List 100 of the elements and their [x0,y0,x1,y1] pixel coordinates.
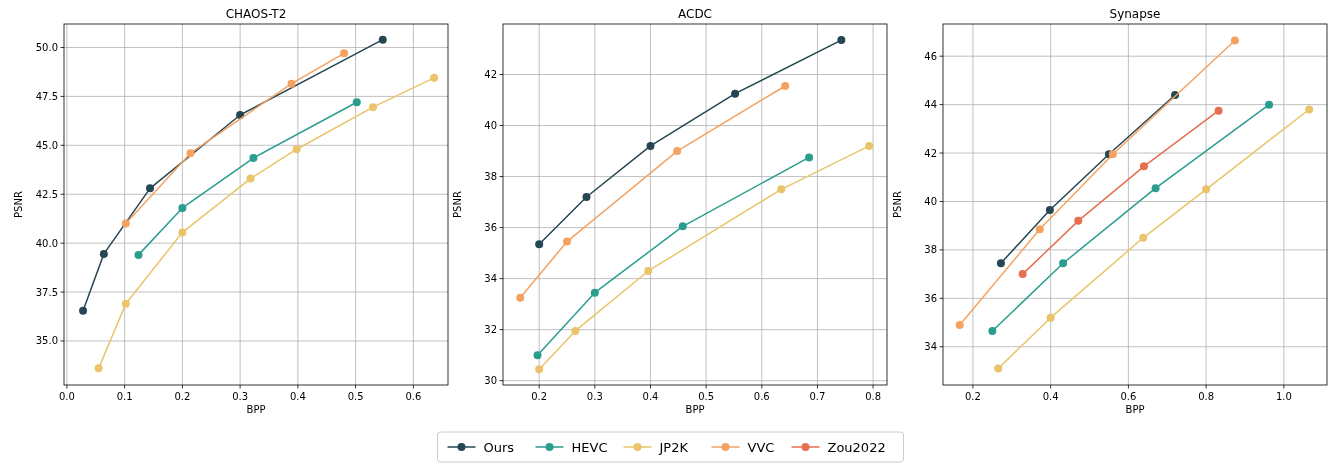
x-tick-label: 0.4 [289,391,306,402]
point [292,145,301,154]
y-tick-label: 34 [924,341,937,353]
y-tick-label: 45.0 [35,139,58,151]
x-tick-label: 0.6 [405,391,422,402]
point [646,141,655,150]
y-tick-label: 44 [924,99,937,111]
point [146,184,155,193]
point [1045,205,1054,214]
point [236,110,245,119]
point [516,293,525,302]
point [178,203,187,212]
point [430,73,439,82]
x-axis-title: BPP [685,404,705,415]
point [99,249,108,258]
point [121,299,130,308]
point [1202,185,1211,194]
point [955,320,964,329]
point [1230,36,1239,45]
y-tick-label: 30 [484,375,497,387]
y-axis-title: PSNR [13,191,24,218]
point [563,237,571,246]
point [1035,225,1044,234]
point [731,89,740,98]
y-tick-label: 36 [484,222,497,234]
point [571,326,580,335]
point [1214,106,1223,115]
y-tick-label: 34 [484,273,497,285]
point [994,364,1003,373]
x-tick-label: 0.2 [531,391,548,402]
point [368,103,377,112]
x-tick-label: 0.4 [642,391,659,402]
point [178,228,187,237]
point [1139,162,1148,171]
point [1074,216,1083,225]
x-tick-label: 0.6 [1120,391,1137,402]
point [533,351,542,360]
x-axis-title: BPP [1125,404,1145,415]
chart-title: CHAOS-T2 [225,7,287,21]
legend-label: HEVC [571,440,608,455]
point [352,98,361,107]
chart-title: ACDC [678,7,712,21]
point [134,250,143,259]
x-tick-label: 0.8 [1198,391,1215,402]
x-tick-label: 0.3 [586,391,603,402]
y-tick-label: 40 [924,195,937,207]
y-axis-title: PSNR [892,191,903,218]
y-tick-label: 47.5 [35,90,58,102]
legend-label: VVC [747,440,775,455]
point [1108,150,1117,159]
point [1046,313,1055,322]
point [1151,184,1160,193]
point [678,222,687,231]
y-tick-label: 40 [484,120,497,132]
point [340,49,349,58]
point [249,154,258,163]
y-tick-label: 42 [484,69,497,81]
x-tick-label: 0.5 [347,391,364,402]
y-tick-label: 50.0 [35,41,58,53]
point [186,149,195,158]
x-tick-label: 1.0 [1275,391,1292,402]
point [805,153,814,162]
y-tick-label: 38 [924,244,937,256]
x-tick-label: 0.7 [809,391,826,402]
x-axis-title: BPP [246,404,266,415]
point [535,365,544,374]
x-tick-label: 0.4 [1042,391,1059,402]
legend-label: JP2K [658,440,689,455]
point [1265,100,1274,109]
point [246,174,255,183]
point [590,288,599,297]
point [378,35,387,44]
point [94,364,103,373]
y-tick-label: 40.0 [35,237,58,249]
point [781,82,790,90]
point [837,36,846,45]
x-tick-label: 0.2 [964,391,981,402]
point [865,141,874,150]
point [121,219,130,228]
point [673,147,682,156]
point [1059,259,1068,268]
point [287,79,296,88]
x-tick-label: 0.5 [698,391,715,402]
x-tick-label: 0.0 [58,391,75,402]
point [988,327,997,336]
chart-title: Synapse [1109,7,1161,21]
x-tick-label: 0.3 [232,391,249,402]
y-tick-label: 38 [484,171,497,183]
point [996,259,1005,268]
point [535,240,544,249]
point [1139,233,1148,242]
point [79,306,88,315]
legend-label: Zou2022 [827,440,886,455]
x-tick-label: 0.2 [174,391,191,402]
legend-label: Ours [483,440,515,455]
point [1305,105,1314,114]
point [1018,270,1027,279]
y-tick-label: 36 [924,292,937,304]
y-axis-title: PSNR [452,191,463,218]
y-tick-label: 37.5 [35,286,58,298]
